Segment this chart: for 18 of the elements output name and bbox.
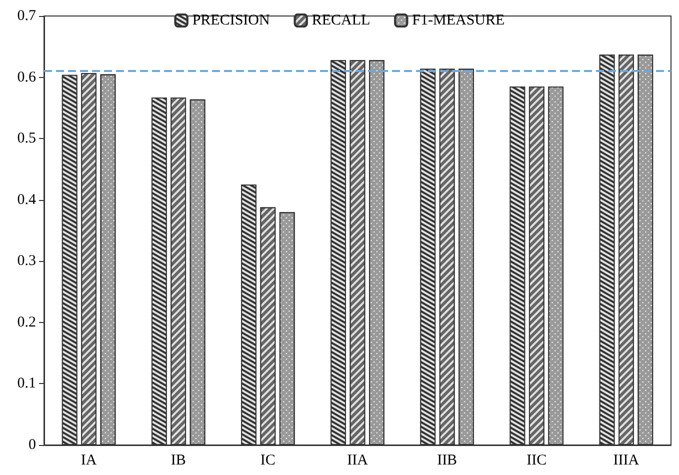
x-tick-label: IA [80, 452, 97, 468]
y-tick-label: 0.3 [17, 253, 36, 270]
y-tick-label: 0.4 [17, 192, 36, 208]
y-tick-label: 0.1 [17, 376, 36, 392]
x-tick-label: IIIA [613, 452, 640, 468]
y-tick-label: 0.7 [17, 8, 36, 24]
legend-label: RECALL [312, 12, 370, 28]
y-tick-label: 0 [28, 437, 36, 453]
y-tick-label: 0.5 [17, 130, 36, 147]
y-tick-label: 0.2 [17, 314, 36, 330]
x-tick-label: IC [260, 452, 276, 468]
x-tick-label: IIB [437, 452, 458, 468]
x-tick-label: IIA [347, 452, 368, 468]
x-tick-label: IIC [526, 452, 547, 468]
legend-label: PRECISION [192, 12, 270, 28]
y-tick-label: 0.6 [17, 69, 36, 86]
legend-label: F1-MEASURE [412, 12, 505, 28]
x-tick-label: IB [170, 452, 186, 468]
